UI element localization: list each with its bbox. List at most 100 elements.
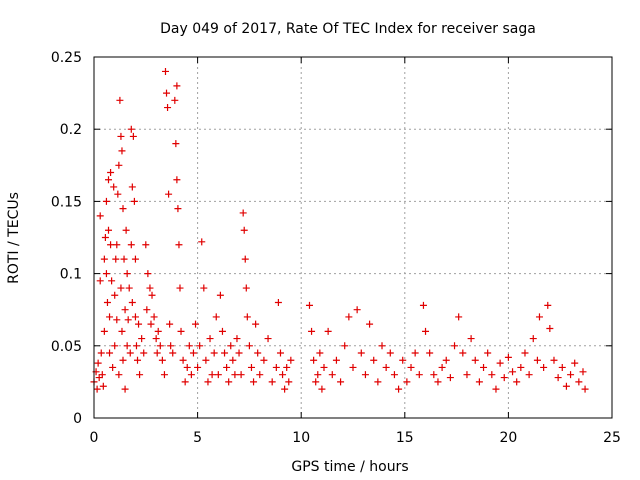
data-point	[135, 320, 143, 328]
data-point	[121, 306, 129, 314]
data-point	[153, 349, 161, 357]
data-point	[357, 349, 365, 357]
data-point	[521, 349, 529, 357]
data-point	[496, 359, 504, 367]
data-point	[130, 197, 138, 205]
data-point	[118, 327, 126, 335]
data-point	[143, 306, 151, 314]
data-point	[533, 356, 541, 364]
data-point	[169, 349, 177, 357]
data-point	[287, 356, 295, 364]
data-point	[176, 284, 184, 292]
data-point	[517, 363, 525, 371]
data-point	[115, 371, 123, 379]
data-point	[100, 327, 108, 335]
data-point	[198, 238, 206, 246]
data-point	[142, 241, 150, 249]
data-point	[260, 356, 268, 364]
data-point	[218, 327, 226, 335]
data-point	[382, 363, 390, 371]
data-point	[131, 313, 139, 321]
data-point	[158, 356, 166, 364]
data-point	[345, 313, 353, 321]
data-point	[99, 382, 107, 390]
data-point	[366, 320, 374, 328]
data-point	[214, 371, 222, 379]
data-point	[554, 374, 562, 382]
data-point	[229, 356, 237, 364]
data-point	[103, 298, 111, 306]
data-point	[399, 356, 407, 364]
data-point	[204, 378, 212, 386]
data-point	[156, 342, 164, 350]
data-point	[320, 363, 328, 371]
data-point	[206, 335, 214, 343]
data-point	[124, 316, 132, 324]
data-point	[459, 349, 467, 357]
data-point	[318, 385, 326, 393]
data-point	[305, 301, 313, 309]
y-tick-label: 0.05	[51, 339, 82, 355]
x-tick-label: 5	[193, 430, 202, 446]
data-point	[202, 356, 210, 364]
data-point	[121, 385, 129, 393]
x-tick-label: 10	[292, 430, 310, 446]
data-point	[114, 190, 122, 198]
data-point	[138, 335, 146, 343]
data-point	[110, 183, 118, 191]
data-point	[134, 356, 142, 364]
data-point	[119, 205, 127, 213]
data-point	[96, 212, 104, 220]
data-point	[112, 255, 120, 263]
data-point	[314, 371, 322, 379]
data-point	[540, 363, 548, 371]
y-axis-label: ROTI / TECUs	[6, 192, 22, 284]
data-point	[274, 298, 282, 306]
data-point	[192, 320, 200, 328]
data-point	[150, 313, 158, 321]
data-point	[107, 169, 115, 177]
data-point	[167, 342, 175, 350]
data-point	[237, 371, 245, 379]
chart-title: Day 049 of 2017, Rate Of TEC Index for r…	[160, 21, 536, 37]
data-point	[386, 349, 394, 357]
data-point	[442, 356, 450, 364]
data-point	[475, 378, 483, 386]
data-point	[100, 255, 108, 263]
data-point	[395, 385, 403, 393]
data-point	[250, 378, 258, 386]
y-tick-label: 0.1	[60, 267, 82, 283]
data-point	[227, 342, 235, 350]
data-point	[316, 349, 324, 357]
x-axis-label: GPS time / hours	[291, 459, 408, 475]
data-point	[98, 371, 106, 379]
y-tick-label: 0.25	[51, 50, 82, 66]
data-point	[567, 371, 575, 379]
data-point	[252, 320, 260, 328]
data-point	[129, 132, 137, 140]
data-point	[434, 378, 442, 386]
data-point	[546, 324, 554, 332]
data-point	[174, 205, 182, 213]
data-point	[106, 349, 114, 357]
data-point	[194, 363, 202, 371]
y-tick-label: 0.2	[60, 122, 82, 138]
data-point	[111, 342, 119, 350]
data-point	[535, 313, 543, 321]
data-point	[127, 241, 135, 249]
data-point	[122, 226, 130, 234]
data-point	[113, 241, 121, 249]
data-point	[196, 342, 204, 350]
data-points	[90, 67, 589, 393]
data-point	[488, 371, 496, 379]
data-point	[513, 378, 521, 386]
data-point	[247, 363, 255, 371]
data-point	[96, 277, 104, 285]
data-point	[93, 385, 101, 393]
data-point	[310, 356, 318, 364]
data-point	[283, 363, 291, 371]
data-point	[152, 335, 160, 343]
plot-frame	[93, 56, 613, 419]
data-point	[407, 363, 415, 371]
data-point	[242, 284, 250, 292]
